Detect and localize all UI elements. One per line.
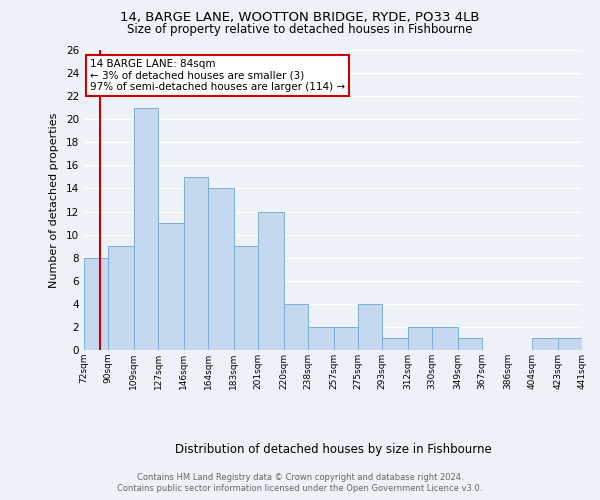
Bar [558,338,582,350]
Y-axis label: Number of detached properties: Number of detached properties [49,112,59,288]
Bar [308,327,334,350]
Bar [258,212,284,350]
Bar [134,108,158,350]
Bar [358,304,382,350]
Text: 14, BARGE LANE, WOOTTON BRIDGE, RYDE, PO33 4LB: 14, BARGE LANE, WOOTTON BRIDGE, RYDE, PO… [120,11,480,24]
Bar [532,338,558,350]
Text: Contains HM Land Registry data © Crown copyright and database right 2024.: Contains HM Land Registry data © Crown c… [137,472,463,482]
Bar [284,304,308,350]
Bar [382,338,408,350]
Text: Contains public sector information licensed under the Open Government Licence v3: Contains public sector information licen… [118,484,482,493]
Text: Size of property relative to detached houses in Fishbourne: Size of property relative to detached ho… [127,22,473,36]
Bar [408,327,432,350]
Bar [84,258,108,350]
Bar [158,223,184,350]
Bar [184,177,208,350]
Bar [458,338,482,350]
Text: 14 BARGE LANE: 84sqm
← 3% of detached houses are smaller (3)
97% of semi-detache: 14 BARGE LANE: 84sqm ← 3% of detached ho… [90,59,345,92]
Bar [108,246,134,350]
Bar [234,246,258,350]
Bar [432,327,458,350]
Bar [334,327,358,350]
Bar [208,188,234,350]
Text: Distribution of detached houses by size in Fishbourne: Distribution of detached houses by size … [175,442,491,456]
